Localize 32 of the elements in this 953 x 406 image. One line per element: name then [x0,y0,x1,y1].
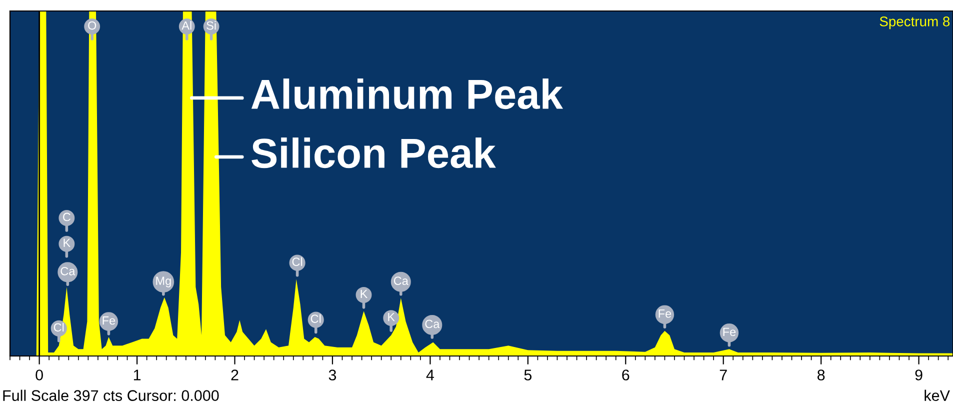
annotation: Spectrum 8 [880,16,950,30]
x-tick-label: 0 [36,370,43,380]
annotation: O [88,21,96,30]
annotation: K [360,290,368,298]
x-tick-label: 8 [817,370,825,380]
annotation: C [63,212,70,222]
annotation: K [64,238,70,247]
x-tick-label: 2 [231,370,238,380]
annotation: Mg [156,276,171,288]
annotation: Cl [54,322,64,332]
annotation: Al [182,21,192,30]
x-tick-label: 4 [426,370,434,380]
annotation: Aluminum Peak [251,78,564,110]
annotation: Fe [102,316,116,325]
annotation: Ca [425,320,440,328]
x-axis-title: keV [924,390,950,401]
annotation: Fe [658,310,672,318]
x-tick-label: 3 [328,370,336,380]
x-tick-label: 6 [622,370,630,380]
annotation: Ca [60,266,76,276]
annotation: Fe [723,328,736,336]
annotation: Ca [394,276,408,285]
x-tick-label: 5 [524,370,532,380]
annotation: Silicon Peak [252,138,496,168]
x-tick-label: 7 [720,370,727,380]
x-tick-label: 1 [134,370,141,380]
annotation: K [388,312,395,322]
x-tick-label: 9 [915,370,922,380]
text: Full Scale 397 cts Cursor: 0.000 [3,390,219,401]
annotation: Cl [292,257,302,266]
annotation: Si [206,21,216,30]
annotation: Cl [310,314,321,323]
